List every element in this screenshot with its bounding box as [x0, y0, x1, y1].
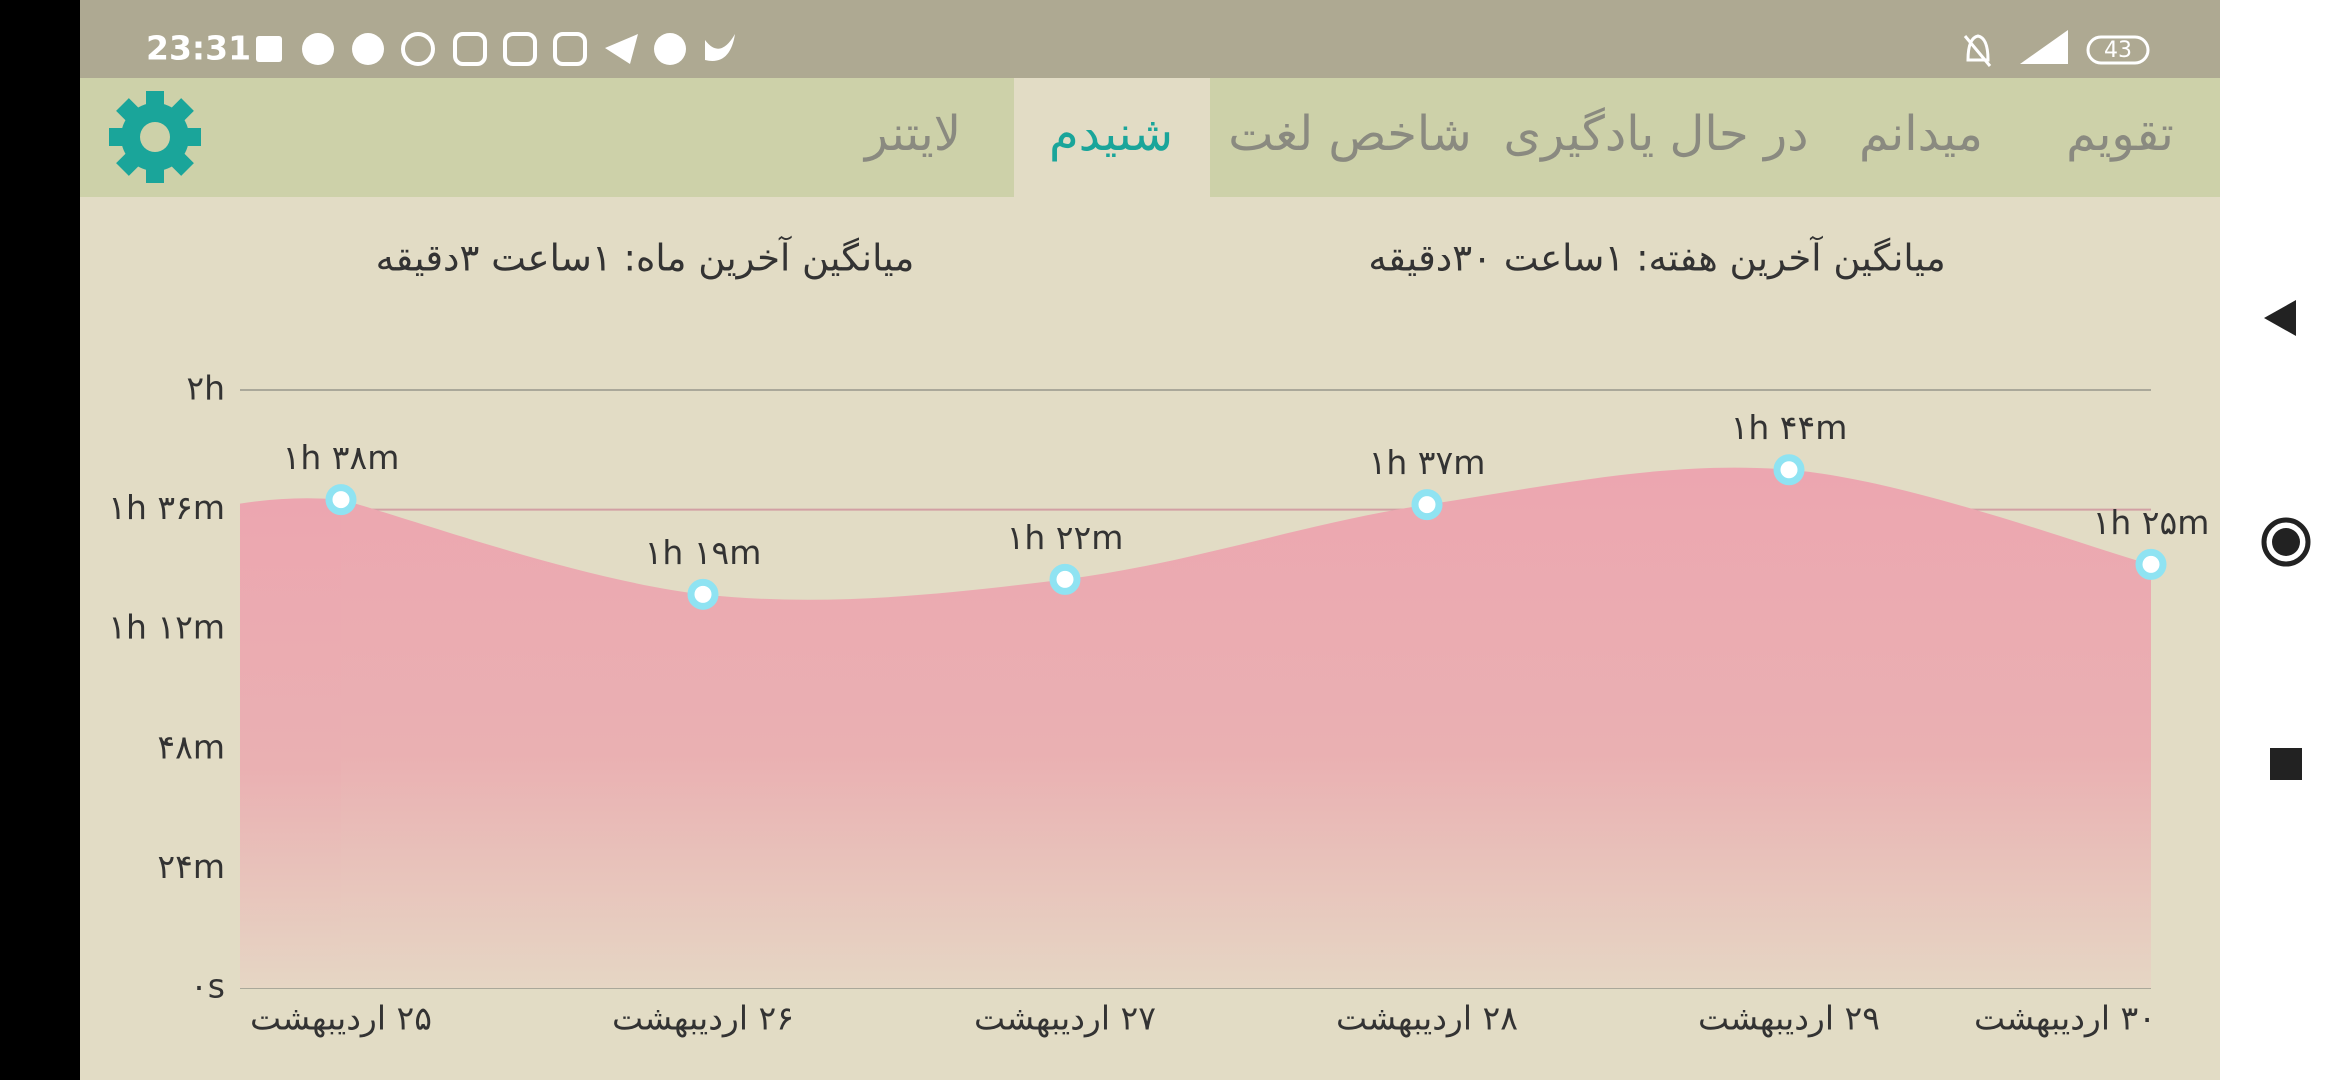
y-tick-label: ۲h	[186, 369, 225, 408]
y-tick-label: ۴۸m	[157, 727, 225, 766]
week-average: میانگین آخرین هفته: ۱ساعت ۳۰دقیقه	[1368, 236, 1945, 280]
tab-selected-bg	[1014, 78, 1210, 197]
value-label: ۱h ۲۵m	[2093, 503, 2210, 542]
tab-active[interactable]: شنیدم	[1049, 106, 1173, 162]
nav-back[interactable]	[2264, 300, 2296, 336]
tab[interactable]: میدانم	[1859, 106, 1983, 162]
x-tick-label: ۲۶ اردیبهشت	[612, 999, 794, 1038]
value-label: ۱h ۳۷m	[1369, 443, 1486, 482]
left-bar	[0, 0, 80, 1080]
x-tick-label: ۲۵ اردیبهشت	[250, 999, 432, 1038]
x-tick-label: ۲۹ اردیبهشت	[1698, 999, 1880, 1038]
value-label: ۱h ۲۲m	[1007, 518, 1124, 557]
nav-recents[interactable]	[2270, 748, 2302, 780]
nav-home-dot	[2272, 528, 2300, 556]
x-tick-label: ۲۸ اردیبهشت	[1336, 999, 1518, 1038]
point	[2135, 548, 2167, 580]
point	[325, 484, 357, 516]
point	[687, 578, 719, 610]
chart: ۰s ۲۴m ۴۸m ۱h ۱۲m ۱h ۳۶m ۲h ۱h ۳۸m ۱h ۱۹m ۱h ۲۲m…	[108, 369, 2209, 1038]
value-label: ۱h ۴۴m	[1731, 408, 1848, 447]
area	[341, 467, 2151, 988]
y-tick-label: ۰s	[190, 967, 225, 1006]
settings-button[interactable]	[109, 91, 201, 183]
status-bar	[80, 0, 2220, 78]
tab[interactable]: تقویم	[2066, 106, 2174, 162]
clock: 23:31	[146, 29, 251, 68]
point	[1411, 489, 1443, 521]
nav-home[interactable]	[2261, 517, 2311, 567]
value-label: ۱h ۱۹m	[645, 533, 762, 572]
x-tick-label: ۳۰ اردیبهشت	[1974, 999, 2156, 1038]
value-label: ۱h ۳۸m	[283, 438, 400, 477]
tab[interactable]: در حال یادگیری	[1504, 106, 1809, 162]
y-tick-label: ۲۴m	[157, 847, 225, 886]
area-lead	[240, 498, 341, 988]
point	[1049, 563, 1081, 595]
y-tick-label: ۱h ۱۲m	[108, 608, 225, 647]
point	[1773, 454, 1805, 486]
notification-icons	[256, 32, 735, 66]
system-icons: 43	[1963, 30, 2150, 67]
x-tick-label: ۲۷ اردیبهشت	[974, 999, 1156, 1038]
battery-level: 43	[2104, 38, 2132, 63]
tab[interactable]: شاخص لغت	[1228, 106, 1472, 162]
month-average: میانگین آخرین ماه: ۱ساعت ۳دقیقه	[376, 236, 915, 280]
y-tick-label: ۱h ۳۶m	[108, 488, 225, 527]
tab[interactable]: لایتنر	[863, 106, 961, 162]
